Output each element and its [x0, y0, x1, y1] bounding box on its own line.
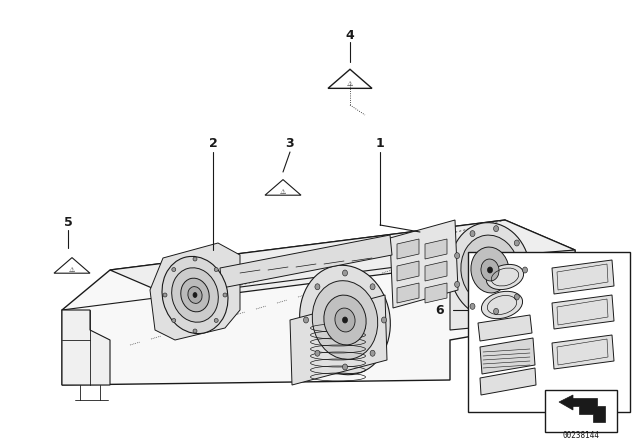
Ellipse shape	[324, 295, 366, 345]
Polygon shape	[397, 283, 419, 303]
Polygon shape	[390, 220, 458, 308]
Ellipse shape	[486, 264, 524, 289]
Ellipse shape	[312, 281, 378, 359]
Polygon shape	[425, 283, 447, 303]
Text: 1: 1	[376, 137, 385, 150]
Polygon shape	[62, 310, 110, 385]
Ellipse shape	[214, 319, 218, 323]
Text: 5: 5	[63, 215, 72, 228]
Polygon shape	[397, 239, 419, 259]
Ellipse shape	[172, 268, 218, 322]
Ellipse shape	[163, 293, 167, 297]
Ellipse shape	[303, 317, 308, 323]
Text: ⚠: ⚠	[347, 81, 353, 87]
Ellipse shape	[162, 256, 228, 334]
Text: ⚠: ⚠	[280, 189, 286, 195]
Ellipse shape	[193, 329, 197, 333]
Ellipse shape	[342, 364, 348, 370]
Ellipse shape	[315, 350, 320, 356]
Polygon shape	[480, 368, 536, 395]
Ellipse shape	[188, 287, 202, 303]
Text: 6: 6	[436, 303, 444, 316]
Ellipse shape	[335, 308, 355, 332]
Ellipse shape	[454, 281, 460, 287]
Polygon shape	[110, 220, 575, 300]
Ellipse shape	[493, 308, 499, 314]
Ellipse shape	[214, 267, 218, 271]
Text: 2: 2	[209, 137, 218, 150]
Polygon shape	[450, 250, 575, 330]
Ellipse shape	[315, 284, 320, 290]
Polygon shape	[150, 243, 240, 340]
Ellipse shape	[471, 247, 509, 293]
Polygon shape	[552, 295, 614, 329]
Ellipse shape	[493, 226, 499, 232]
Polygon shape	[62, 220, 575, 385]
Polygon shape	[478, 315, 532, 341]
Polygon shape	[480, 338, 535, 374]
Ellipse shape	[180, 278, 209, 312]
Ellipse shape	[481, 259, 499, 281]
Ellipse shape	[300, 265, 390, 375]
Polygon shape	[425, 239, 447, 259]
Ellipse shape	[515, 294, 519, 300]
Ellipse shape	[370, 350, 375, 356]
Ellipse shape	[193, 257, 197, 261]
Polygon shape	[397, 261, 419, 281]
Polygon shape	[220, 235, 392, 288]
Text: ⚠: ⚠	[69, 267, 75, 273]
Ellipse shape	[381, 317, 387, 323]
Polygon shape	[559, 395, 573, 410]
Ellipse shape	[470, 231, 475, 237]
Ellipse shape	[172, 267, 176, 271]
Ellipse shape	[370, 284, 375, 290]
Ellipse shape	[522, 267, 527, 273]
Ellipse shape	[172, 319, 176, 323]
Ellipse shape	[481, 291, 523, 319]
Ellipse shape	[342, 317, 348, 323]
Polygon shape	[567, 398, 605, 422]
Ellipse shape	[450, 223, 530, 317]
Bar	[468, 252, 630, 412]
Ellipse shape	[454, 253, 460, 258]
Ellipse shape	[342, 270, 348, 276]
Ellipse shape	[488, 267, 493, 273]
Polygon shape	[552, 260, 614, 294]
Polygon shape	[552, 335, 614, 369]
Text: 4: 4	[346, 29, 355, 42]
Bar	[545, 390, 617, 432]
Ellipse shape	[515, 240, 519, 246]
Ellipse shape	[470, 303, 475, 310]
Ellipse shape	[223, 293, 227, 297]
Polygon shape	[290, 295, 387, 385]
Polygon shape	[425, 261, 447, 281]
Text: 3: 3	[285, 137, 294, 150]
Text: 00238144: 00238144	[563, 431, 600, 439]
Ellipse shape	[461, 235, 519, 305]
Ellipse shape	[193, 293, 197, 297]
